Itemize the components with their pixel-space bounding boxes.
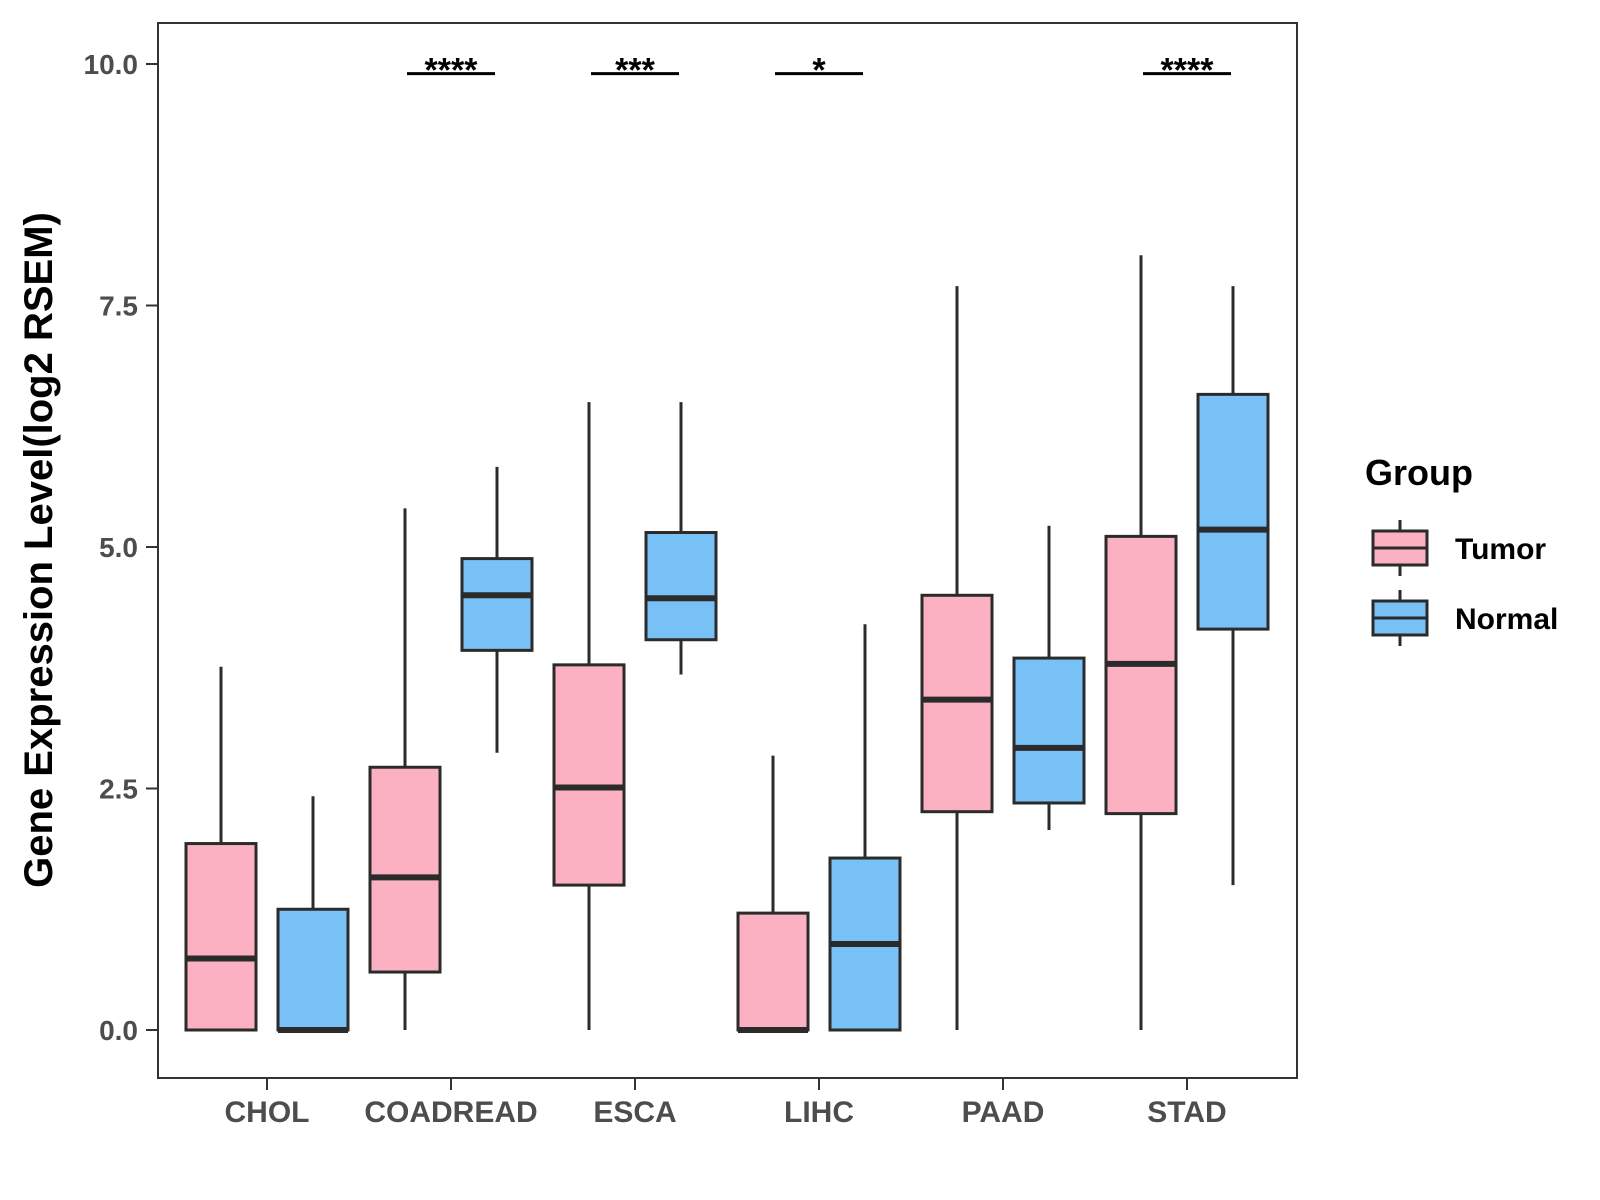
box-body: [920, 593, 994, 814]
box-normal-stad: [1196, 286, 1270, 886]
legend-item-normal: Normal: [1371, 590, 1558, 646]
significance-label: ****: [425, 52, 479, 90]
y-tick-label: 2.5: [99, 774, 138, 805]
box-series: [184, 255, 1270, 1033]
x-tick-label: ESCA: [593, 1096, 676, 1129]
x-tick-label: COADREAD: [364, 1096, 537, 1129]
box-body: [1104, 534, 1178, 816]
legend-title: Group: [1365, 452, 1473, 493]
box-body: [1012, 656, 1086, 805]
x-tick-label: STAD: [1147, 1096, 1226, 1129]
box-tumor-lihc: [736, 755, 810, 1033]
y-tick-label: 0.0: [99, 1015, 138, 1046]
box-normal-paad: [1012, 525, 1086, 831]
y-axis: 0.0 2.5 5.0 7.5 10.0: [84, 49, 158, 1046]
x-axis: CHOL COADREAD ESCA LIHC PAAD STAD: [225, 1078, 1227, 1129]
box-tumor-stad: [1104, 255, 1178, 1030]
legend: Group Tumor Normal: [1365, 452, 1558, 646]
box-body: [552, 663, 626, 887]
box-normal-coadread: [460, 466, 534, 753]
plot-panel-border: [157, 22, 1298, 1079]
box-tumor-chol: [184, 666, 258, 1032]
box-body: [644, 531, 718, 642]
significance-annotations: **** *** * ****: [407, 52, 1231, 90]
box-body: [184, 842, 258, 1032]
box-normal-lihc: [828, 624, 902, 1032]
box-body: [460, 557, 534, 652]
legend-label: Normal: [1455, 603, 1558, 636]
y-tick-label: 7.5: [99, 291, 138, 322]
x-tick-label: LIHC: [784, 1096, 854, 1129]
box-normal-esca: [644, 402, 718, 675]
x-tick-label: PAAD: [962, 1096, 1045, 1129]
y-axis-title: Gene Expression Level(log2 RSEM): [17, 212, 61, 888]
box-normal-chol: [276, 796, 350, 1033]
box-body: [736, 911, 810, 1032]
box-body: [1196, 392, 1270, 631]
box-body: [276, 907, 350, 1032]
y-tick-label: 10.0: [84, 49, 139, 80]
y-tick-label: 5.0: [99, 532, 138, 563]
box-tumor-esca: [552, 402, 626, 1030]
box-tumor-paad: [920, 286, 994, 1030]
significance-label: ***: [615, 52, 655, 90]
box-tumor-coadread: [368, 508, 442, 1030]
significance-label: *: [812, 52, 826, 90]
box-body: [368, 765, 442, 974]
legend-item-tumor: Tumor: [1371, 520, 1546, 576]
x-tick-label: CHOL: [225, 1096, 310, 1129]
legend-label: Tumor: [1455, 533, 1546, 566]
significance-label: ****: [1161, 52, 1215, 90]
